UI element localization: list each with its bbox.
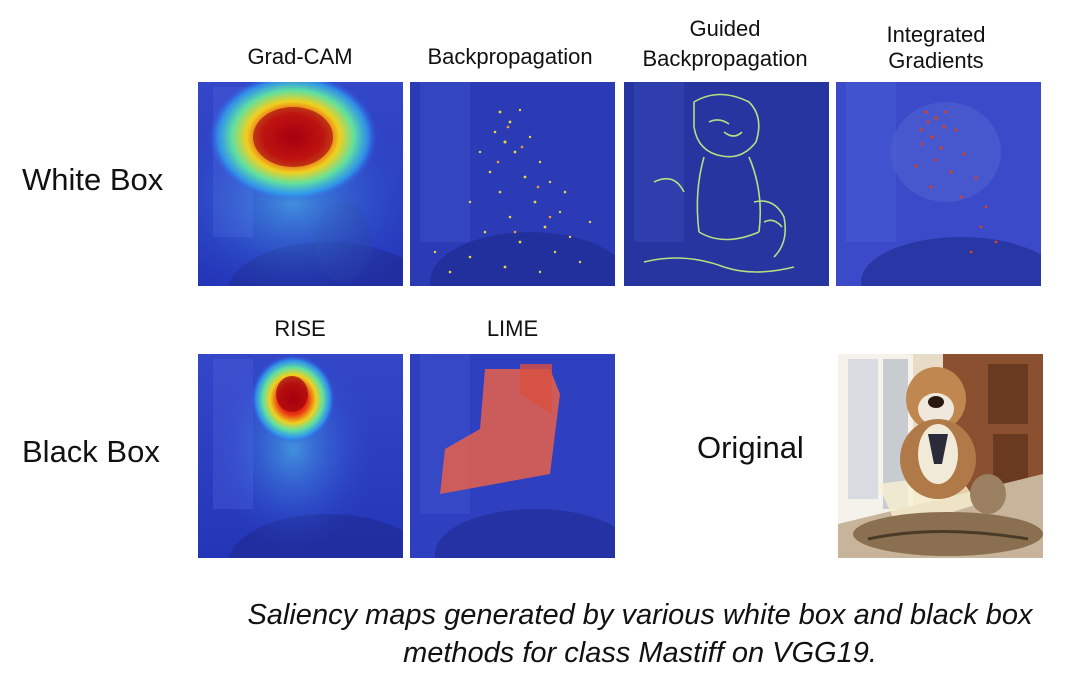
col-label-integrated-gradients: Integrated Gradients: [836, 22, 1036, 74]
original-photo: [838, 354, 1043, 558]
guided-backpropagation-saliency-image: [624, 82, 829, 286]
lime-saliency-image: [410, 354, 615, 558]
col-label-gradcam: Grad-CAM: [247, 44, 353, 69]
col-label-guided-line1: Guided: [689, 16, 761, 41]
col-label-guided-backprop: Guided Backpropagation: [620, 16, 830, 72]
col-label-backprop: Backpropagation: [427, 44, 593, 69]
col-label-guided-line2: Backpropagation: [642, 46, 808, 71]
row-label-black-box: Black Box: [22, 434, 160, 469]
col-label-lime: LIME: [486, 316, 539, 341]
integrated-gradients-saliency-image: [836, 82, 1041, 286]
col-label-ig-line1: Integrated: [886, 22, 986, 47]
backpropagation-saliency-image: [410, 82, 615, 286]
figure-caption: Saliency maps generated by various white…: [190, 596, 1088, 672]
row-label-white-box: White Box: [22, 162, 164, 197]
rise-saliency-image: [198, 354, 403, 558]
gradcam-saliency-image: [198, 82, 403, 286]
col-label-ig-line2: Gradients: [888, 48, 984, 73]
caption-line1: Saliency maps generated by various white…: [247, 599, 1033, 631]
caption-line2: methods for class Mastiff on VGG19.: [403, 637, 877, 669]
original-label: Original: [697, 430, 804, 465]
col-label-rise: RISE: [274, 316, 326, 341]
